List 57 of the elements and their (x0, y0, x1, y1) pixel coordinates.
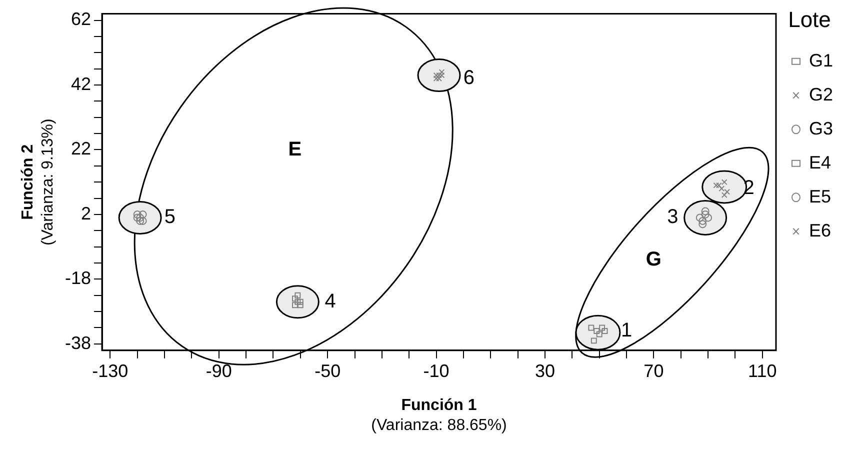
point (138, 216, 147, 225)
point (713, 182, 720, 188)
annotation: 5 (164, 206, 176, 228)
point (590, 338, 597, 344)
y-axis-title: Función 2 (Varianza: 9.13%) (19, 118, 56, 246)
point (721, 192, 728, 198)
annotation: E (288, 138, 302, 160)
point (704, 214, 712, 222)
x-tick-label: 110 (748, 361, 777, 382)
y-tick-label: 62 (70, 9, 92, 30)
legend-label: G1 (808, 50, 834, 70)
point (701, 207, 710, 216)
x-tick-label: -130 (92, 361, 128, 382)
point (698, 216, 707, 225)
point (138, 210, 147, 218)
point (294, 292, 301, 298)
legend-label: E6 (808, 220, 832, 240)
y-tick-label: -18 (65, 268, 92, 288)
point (594, 328, 600, 334)
point (599, 324, 606, 331)
point (718, 186, 725, 192)
legend-title: Lote (788, 7, 831, 32)
x-axis-title: Función 1 (Varianza: 88.65%) (371, 396, 507, 434)
y-tick-label: 2 (81, 203, 92, 224)
x-tick-label: -10 (423, 361, 450, 382)
point (297, 302, 304, 308)
y-tick-label: 22 (70, 138, 92, 159)
x-tick-label: 70 (644, 361, 664, 382)
x-tick-label: -50 (314, 361, 341, 382)
point (716, 182, 722, 188)
point (696, 214, 704, 222)
point (701, 210, 710, 218)
point (698, 220, 707, 228)
y-tick-label: -38 (65, 332, 92, 353)
legend-label: E4 (808, 152, 832, 172)
point (133, 214, 142, 222)
annotation: 1 (620, 319, 632, 342)
legend-label: G3 (808, 118, 834, 138)
point (588, 324, 594, 331)
point (721, 179, 728, 186)
point (724, 188, 730, 195)
point (133, 210, 142, 218)
annotation: 6 (463, 67, 474, 90)
x-tick-label: 30 (534, 361, 556, 382)
y-tick-label: 42 (70, 74, 92, 94)
annotation: 3 (667, 206, 678, 228)
point (292, 296, 298, 302)
annotation: G (646, 248, 662, 270)
legend-label: E5 (808, 186, 832, 206)
point (297, 298, 304, 305)
point (292, 302, 298, 308)
point (596, 331, 602, 338)
point (602, 328, 608, 334)
legend-label: G2 (808, 84, 834, 104)
annotation: 4 (324, 290, 336, 312)
x-tick-label: -90 (206, 361, 232, 382)
point (136, 216, 144, 225)
